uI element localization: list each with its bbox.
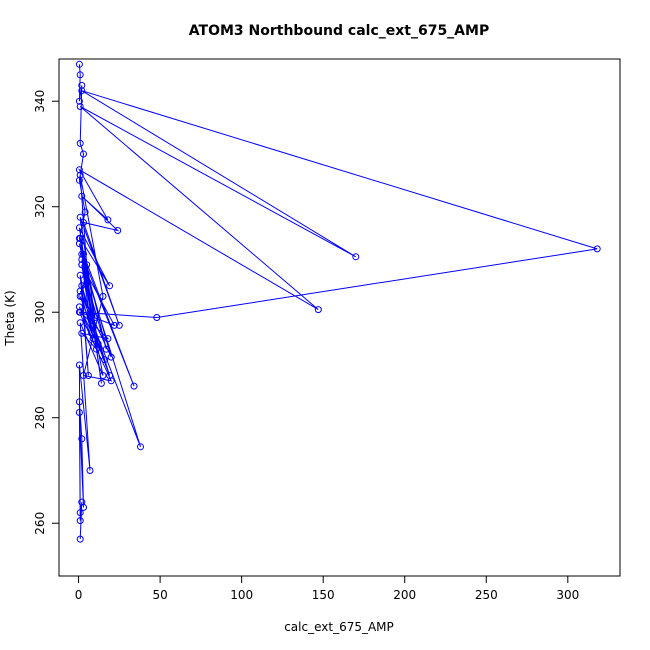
data-point — [76, 139, 84, 147]
data-point — [76, 517, 84, 525]
data-point — [80, 372, 87, 379]
data-point — [76, 103, 84, 110]
data-point — [78, 81, 86, 89]
data-point — [80, 150, 87, 158]
data-point — [314, 306, 322, 314]
x-tick-label: 0 — [75, 588, 83, 602]
y-tick-label: 300 — [33, 301, 47, 324]
data-point — [78, 87, 86, 95]
data-point — [83, 261, 91, 269]
data-point — [93, 345, 100, 353]
data-point — [75, 409, 83, 416]
x-tick-label: 300 — [556, 588, 579, 602]
data-point — [102, 345, 110, 353]
data-point — [89, 335, 97, 343]
data-point — [75, 398, 83, 406]
data-point — [137, 443, 144, 451]
data-point — [75, 240, 83, 248]
data-point — [76, 213, 84, 221]
x-tick-label: 200 — [393, 588, 416, 602]
data-point — [75, 361, 83, 369]
data-point — [115, 321, 123, 329]
data-point — [78, 261, 86, 269]
data-point — [78, 192, 86, 200]
data-point — [76, 234, 84, 242]
data-point — [106, 282, 114, 290]
data-point — [75, 60, 83, 68]
x-tick-label: 100 — [230, 588, 253, 602]
series-line — [78, 64, 598, 540]
y-tick-label: 340 — [33, 90, 47, 113]
data-point — [86, 467, 94, 474]
data-point — [106, 372, 114, 379]
x-axis-label: calc_ext_675_AMP — [284, 620, 394, 634]
data-point — [76, 319, 84, 327]
data-point — [99, 292, 107, 300]
data-point — [76, 271, 84, 279]
data-point — [114, 227, 122, 234]
data-point — [104, 216, 112, 224]
data-point — [97, 379, 105, 387]
x-axis: 0 50 100 150 200 250 300 — [75, 575, 579, 602]
data-point — [110, 321, 118, 329]
y-tick-label: 320 — [33, 195, 47, 218]
x-tick-label: 250 — [475, 588, 498, 602]
data-point — [75, 166, 83, 174]
data-point — [75, 176, 83, 184]
y-tick-label: 260 — [33, 512, 47, 535]
data-point — [104, 335, 112, 343]
data-point — [76, 171, 84, 179]
data-point — [76, 308, 84, 316]
data-point — [75, 97, 83, 105]
data-point — [76, 71, 84, 79]
data-point — [80, 219, 87, 226]
y-axis-label: Theta (K) — [3, 290, 17, 346]
data-point — [153, 314, 161, 321]
data-point — [78, 282, 86, 290]
data-point — [91, 314, 99, 321]
data-point — [352, 253, 360, 261]
data-point — [75, 303, 83, 311]
plot-frame — [58, 58, 621, 577]
y-tick-label: 280 — [33, 406, 47, 429]
data-point — [107, 353, 115, 361]
data-point — [78, 329, 86, 337]
data-point — [130, 382, 138, 390]
data-point — [101, 356, 109, 364]
data-point — [76, 535, 84, 543]
data-point — [99, 372, 107, 379]
y-axis: 260 280 300 320 340 — [33, 90, 60, 535]
data-point — [75, 224, 83, 232]
data-point — [80, 250, 87, 258]
data-point — [78, 498, 86, 506]
x-tick-label: 50 — [152, 588, 167, 602]
data-point — [81, 208, 89, 216]
series-group — [75, 60, 601, 543]
data-point — [76, 509, 84, 517]
data-point — [593, 245, 601, 253]
x-tick-label: 150 — [312, 588, 335, 602]
data-point — [78, 435, 86, 443]
chart-title: ATOM3 Northbound calc_ext_675_AMP — [189, 23, 489, 39]
data-point — [84, 372, 92, 379]
data-point — [76, 292, 84, 300]
